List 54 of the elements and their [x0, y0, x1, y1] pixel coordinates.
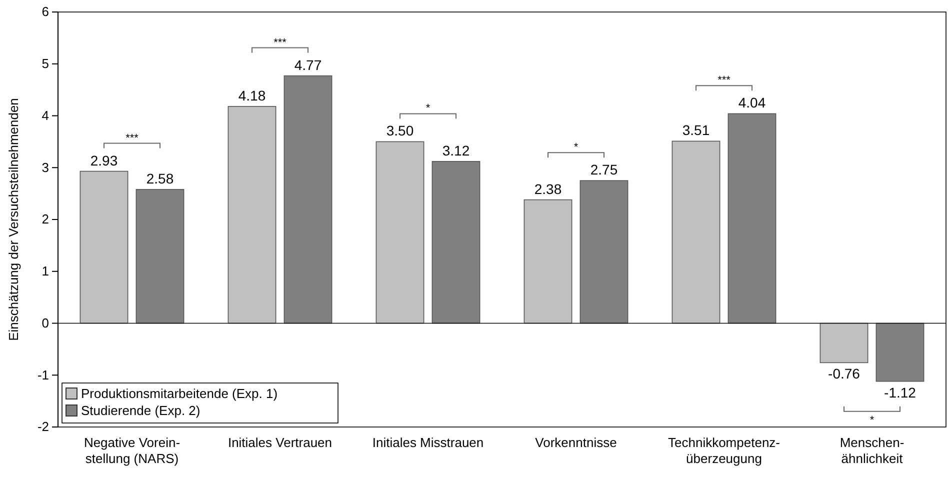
data-label: 4.04	[738, 94, 766, 111]
bar	[876, 322, 924, 382]
y-tick-label: 0	[42, 315, 49, 330]
y-tick-label: 6	[42, 4, 49, 20]
significance-bracket: ***	[252, 36, 308, 54]
data-label: 2.93	[90, 152, 118, 168]
significance-bracket: *	[548, 142, 604, 158]
x-tick-label: Initiales Misstrauen	[372, 435, 484, 450]
annotation: ***	[126, 132, 140, 144]
data-label: 2.38	[534, 180, 562, 197]
legend-label: Produktionsmitarbeitende (Exp. 1)	[81, 386, 278, 401]
data-label: 3.51	[682, 122, 710, 138]
significance-bracket: *	[844, 406, 900, 426]
significance-bracket: ***	[696, 74, 752, 92]
y-tick-label: 3	[42, 160, 49, 175]
data-label: 3.12	[442, 142, 470, 158]
y-tick-label: 2	[42, 212, 49, 227]
data-label: 3.50	[386, 122, 414, 139]
bar	[580, 180, 628, 324]
significance-bracket: *	[400, 102, 456, 120]
y-tick-label: -1	[37, 367, 49, 382]
bar	[820, 322, 868, 364]
x-tick-label: Menschen- ähnlichkeit	[840, 435, 904, 466]
bar	[136, 189, 184, 324]
x-tick-label: Technikkompetenz- überzeugung	[668, 435, 780, 466]
annotation: *	[574, 142, 579, 154]
data-label: 2.58	[146, 170, 174, 186]
annotation: *	[870, 414, 875, 426]
data-label: 4.77	[294, 56, 322, 73]
bar	[728, 113, 776, 324]
y-tick-label: 5	[42, 56, 49, 72]
bar	[672, 140, 720, 324]
annotation: *	[426, 102, 431, 115]
annotation: ***	[718, 74, 732, 87]
data-label: 2.75	[590, 162, 618, 178]
legend-label: Studierende (Exp. 2)	[81, 403, 200, 418]
data-label: -0.76	[828, 366, 860, 382]
x-tick-label: Negative Vorein- stellung (NARS)	[84, 435, 180, 466]
significance-bracket: ***	[104, 132, 160, 149]
bar	[284, 75, 332, 324]
bar	[524, 199, 572, 324]
y-tick-label: 4	[42, 108, 49, 123]
x-tick-label: Initiales Vertrauen	[228, 435, 332, 450]
y-tick-label: 1	[42, 264, 49, 279]
data-label: 4.18	[238, 87, 266, 104]
bar	[80, 170, 128, 324]
bar	[432, 161, 480, 324]
bar	[376, 141, 424, 324]
data-label: -1.12	[884, 384, 916, 400]
annotation: ***	[274, 36, 288, 49]
bar	[228, 106, 276, 324]
y-axis-title: Einschätzung der Versuchsteilnehmenden	[6, 98, 21, 341]
x-tick-label: Vorkenntnisse	[535, 435, 617, 450]
y-tick-label: -2	[37, 419, 49, 434]
